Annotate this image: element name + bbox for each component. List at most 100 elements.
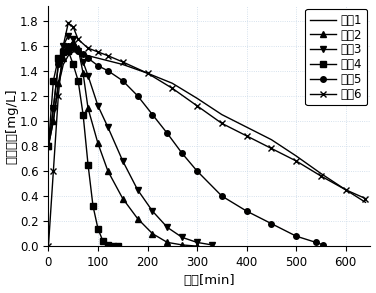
实例2 bbox=[150, 232, 155, 235]
实例4 bbox=[106, 243, 110, 247]
实例2 bbox=[71, 40, 76, 44]
实例3 bbox=[51, 107, 56, 110]
实例5 bbox=[71, 46, 76, 50]
实例1 bbox=[318, 172, 323, 175]
实例2 bbox=[120, 197, 125, 200]
Legend: 实例1, 实例2, 实例3, 实例4, 实例5, 实例6: 实例1, 实例2, 实例3, 实例4, 实例5, 实例6 bbox=[305, 9, 367, 105]
实例5 bbox=[106, 69, 110, 72]
实例6 bbox=[220, 122, 224, 125]
实例3 bbox=[210, 243, 214, 247]
实例5 bbox=[180, 152, 185, 155]
实例1 bbox=[170, 81, 174, 85]
实例3 bbox=[66, 34, 70, 38]
实例2 bbox=[180, 243, 185, 247]
实例6 bbox=[145, 71, 150, 75]
实例2 bbox=[51, 119, 56, 122]
实例3 bbox=[61, 44, 65, 47]
Line: 实例4: 实例4 bbox=[46, 48, 120, 249]
Line: 实例2: 实例2 bbox=[45, 39, 200, 249]
实例3 bbox=[96, 104, 100, 108]
实例5 bbox=[51, 107, 56, 110]
实例5 bbox=[321, 243, 326, 247]
X-axis label: 时间[min]: 时间[min] bbox=[183, 275, 235, 287]
实例1 bbox=[51, 119, 56, 122]
实例5 bbox=[150, 113, 155, 116]
实例3 bbox=[71, 38, 76, 41]
Y-axis label: 甲醛浓度[mg/L]: 甲醛浓度[mg/L] bbox=[6, 88, 18, 164]
实例4 bbox=[61, 50, 65, 54]
实例4 bbox=[96, 227, 100, 230]
实例1 bbox=[96, 57, 100, 60]
实例4 bbox=[115, 244, 120, 248]
实例4 bbox=[66, 49, 70, 52]
实例6 bbox=[343, 188, 348, 192]
Line: 实例5: 实例5 bbox=[45, 43, 326, 248]
实例2 bbox=[195, 244, 199, 248]
实例2 bbox=[106, 169, 110, 173]
实例4 bbox=[81, 113, 85, 116]
实例3 bbox=[135, 188, 140, 192]
实例2 bbox=[56, 81, 61, 85]
实例4 bbox=[111, 244, 115, 248]
实例2 bbox=[165, 241, 170, 244]
实例5 bbox=[120, 79, 125, 83]
实例6 bbox=[318, 174, 323, 178]
实例6 bbox=[106, 54, 110, 57]
实例4 bbox=[56, 57, 61, 60]
实例1 bbox=[294, 154, 299, 158]
实例5 bbox=[165, 132, 170, 135]
实例2 bbox=[96, 142, 100, 145]
实例6 bbox=[269, 147, 274, 150]
实例1 bbox=[269, 138, 274, 142]
实例2 bbox=[81, 71, 85, 75]
实例5 bbox=[195, 169, 199, 173]
实例1 bbox=[76, 50, 80, 54]
实例2 bbox=[66, 44, 70, 47]
实例1 bbox=[46, 144, 51, 148]
实例6 bbox=[244, 134, 249, 138]
实例1 bbox=[71, 50, 76, 54]
实例5 bbox=[56, 63, 61, 66]
实例3 bbox=[86, 74, 90, 77]
实例1 bbox=[363, 200, 368, 204]
实例4 bbox=[76, 79, 80, 83]
实例3 bbox=[56, 63, 61, 66]
实例1 bbox=[220, 113, 224, 116]
实例5 bbox=[220, 194, 224, 198]
实例6 bbox=[170, 86, 174, 90]
实例5 bbox=[244, 209, 249, 213]
实例3 bbox=[120, 159, 125, 163]
实例1 bbox=[145, 71, 150, 75]
实例1 bbox=[120, 63, 125, 66]
实例6 bbox=[294, 159, 299, 163]
Line: 实例6: 实例6 bbox=[45, 20, 369, 250]
实例6 bbox=[120, 60, 125, 64]
实例3 bbox=[81, 60, 85, 64]
实例6 bbox=[51, 169, 56, 173]
实例3 bbox=[76, 49, 80, 52]
实例5 bbox=[66, 44, 70, 47]
实例1 bbox=[244, 125, 249, 129]
实例5 bbox=[269, 222, 274, 225]
实例4 bbox=[46, 144, 51, 148]
实例2 bbox=[46, 144, 51, 148]
实例1 bbox=[61, 63, 65, 66]
实例6 bbox=[86, 46, 90, 50]
实例5 bbox=[61, 50, 65, 54]
实例6 bbox=[96, 50, 100, 54]
实例2 bbox=[135, 217, 140, 220]
实例1 bbox=[106, 59, 110, 62]
实例3 bbox=[195, 241, 199, 244]
实例5 bbox=[96, 64, 100, 67]
实例4 bbox=[51, 79, 56, 83]
实例5 bbox=[86, 57, 90, 60]
实例5 bbox=[294, 234, 299, 238]
实例2 bbox=[76, 46, 80, 50]
实例1 bbox=[343, 188, 348, 192]
Line: 实例1: 实例1 bbox=[49, 52, 365, 202]
实例3 bbox=[46, 144, 51, 148]
实例4 bbox=[91, 204, 95, 208]
实例1 bbox=[86, 54, 90, 57]
实例6 bbox=[76, 38, 80, 41]
实例6 bbox=[61, 44, 65, 47]
